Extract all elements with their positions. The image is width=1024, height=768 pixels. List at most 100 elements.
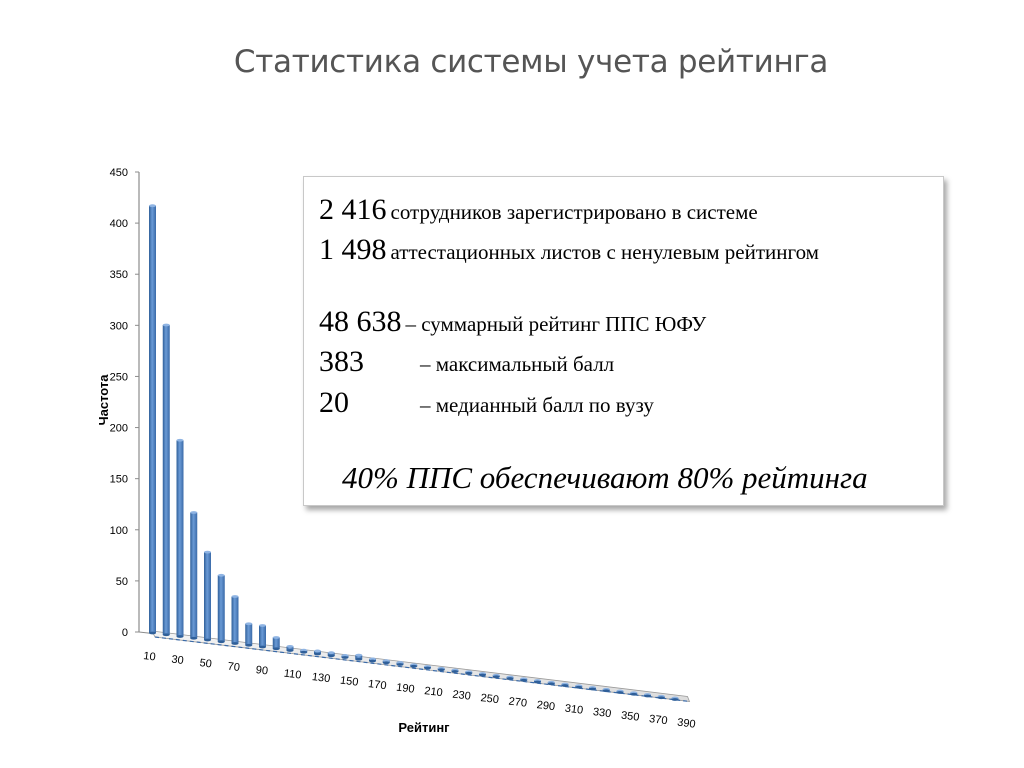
bar-bottom — [589, 687, 596, 691]
x-tick-label: 130 — [311, 671, 331, 685]
stat-total-rating-text: – суммарный рейтинг ППС ЮФУ — [405, 312, 707, 336]
y-tick-label: 200 — [110, 423, 128, 435]
stat-registered: 2 416 сотрудников зарегистрировано в сис… — [319, 193, 758, 227]
x-tick-label: 270 — [508, 696, 528, 710]
bar — [327, 651, 335, 658]
bar — [506, 675, 514, 680]
x-tick-label: 230 — [452, 689, 472, 703]
statistics-info-box: 2 416 сотрудников зарегистрировано в сис… — [303, 176, 944, 506]
x-tick-label: 70 — [227, 661, 241, 674]
bar — [286, 645, 294, 652]
stat-median-score: 20 – медианный балл по вузу — [319, 386, 654, 420]
bar-bottom — [355, 657, 363, 661]
x-tick-label: 50 — [199, 657, 213, 670]
bar-bottom — [671, 698, 679, 701]
bar-top — [327, 651, 335, 655]
bar-top — [300, 648, 308, 652]
bar-body — [327, 652, 335, 656]
x-tick-label: 350 — [620, 710, 640, 724]
bar — [231, 595, 239, 645]
bar-bottom — [327, 654, 335, 658]
y-tick-label: 150 — [110, 474, 128, 486]
bar — [176, 438, 184, 638]
bar — [602, 687, 610, 693]
stat-registered-number: 2 416 — [319, 193, 387, 226]
stat-registered-text: сотрудников зарегистрировано в системе — [390, 200, 758, 224]
bar — [630, 691, 638, 696]
bar — [245, 622, 253, 647]
slide-title: Статистика системы учета рейтинга — [233, 44, 829, 80]
x-tick-label: 250 — [480, 692, 500, 706]
bar — [369, 657, 376, 663]
stat-max-score-text: – максимальный балл — [420, 352, 615, 376]
bar-top — [341, 654, 349, 657]
bar-body — [217, 575, 225, 642]
x-tick-label: 330 — [592, 706, 612, 720]
bar-bottom — [190, 636, 198, 640]
bar — [300, 648, 308, 654]
x-tick-label: 90 — [255, 664, 269, 677]
bar — [355, 653, 363, 661]
bar-top — [396, 661, 404, 664]
bar-bottom — [231, 642, 239, 645]
bar-top — [149, 204, 156, 208]
bar — [217, 573, 225, 644]
bar-bottom — [602, 689, 610, 693]
bar — [465, 670, 473, 675]
bar-bottom — [575, 685, 583, 689]
bar — [424, 665, 431, 670]
bar-body — [162, 325, 170, 635]
bar-bottom — [382, 661, 390, 665]
x-tick-label: 370 — [648, 713, 668, 727]
bar-body — [286, 646, 294, 651]
x-tick-label: 310 — [564, 703, 584, 717]
bar-top — [176, 438, 184, 442]
bar — [547, 680, 555, 686]
bar-bottom — [437, 668, 445, 672]
stat-total-rating: 48 638 – суммарный рейтинг ППС ЮФУ — [319, 305, 706, 339]
y-tick-label: 450 — [110, 167, 128, 179]
bar — [410, 663, 418, 668]
bar — [437, 666, 445, 672]
stat-max-score: 383 – максимальный балл — [319, 345, 614, 379]
floor-edge — [154, 636, 690, 703]
bar-bottom — [162, 633, 170, 637]
bar-top — [217, 573, 225, 577]
bar-body — [176, 440, 184, 637]
x-tick-label: 190 — [396, 682, 416, 696]
bar-bottom — [314, 652, 321, 656]
bar — [314, 649, 321, 656]
y-tick-label: 300 — [110, 320, 128, 332]
bar-top — [355, 653, 363, 657]
bar-body — [272, 637, 280, 649]
bar-top — [382, 659, 390, 663]
x-tick-label: 150 — [339, 675, 359, 689]
chart-floor — [151, 630, 691, 702]
bar-bottom — [451, 670, 459, 673]
y-axis-title: Частота — [96, 374, 111, 426]
bar — [671, 696, 679, 701]
x-tick-label: 30 — [171, 654, 185, 667]
bar — [589, 686, 596, 691]
bar — [575, 684, 583, 689]
bar-bottom — [492, 675, 500, 679]
bar-bottom — [176, 635, 184, 638]
bar-bottom — [520, 678, 528, 682]
bar-bottom — [479, 673, 486, 677]
bar — [534, 679, 541, 684]
bar — [520, 677, 528, 682]
bar — [190, 511, 198, 640]
bar-body — [259, 625, 266, 647]
bar-top — [162, 323, 170, 327]
x-tick-label: 290 — [536, 699, 556, 713]
bar-top — [259, 624, 266, 627]
bar — [479, 672, 486, 677]
x-tick-label: 170 — [367, 678, 387, 692]
bar-bottom — [259, 645, 266, 649]
bar — [204, 550, 211, 642]
bar-bottom — [616, 691, 624, 694]
stat-sheets-text: аттестационных листов с ненулевым рейтин… — [390, 240, 819, 264]
y-tick-label: 350 — [110, 269, 128, 281]
bar-top — [245, 622, 253, 626]
